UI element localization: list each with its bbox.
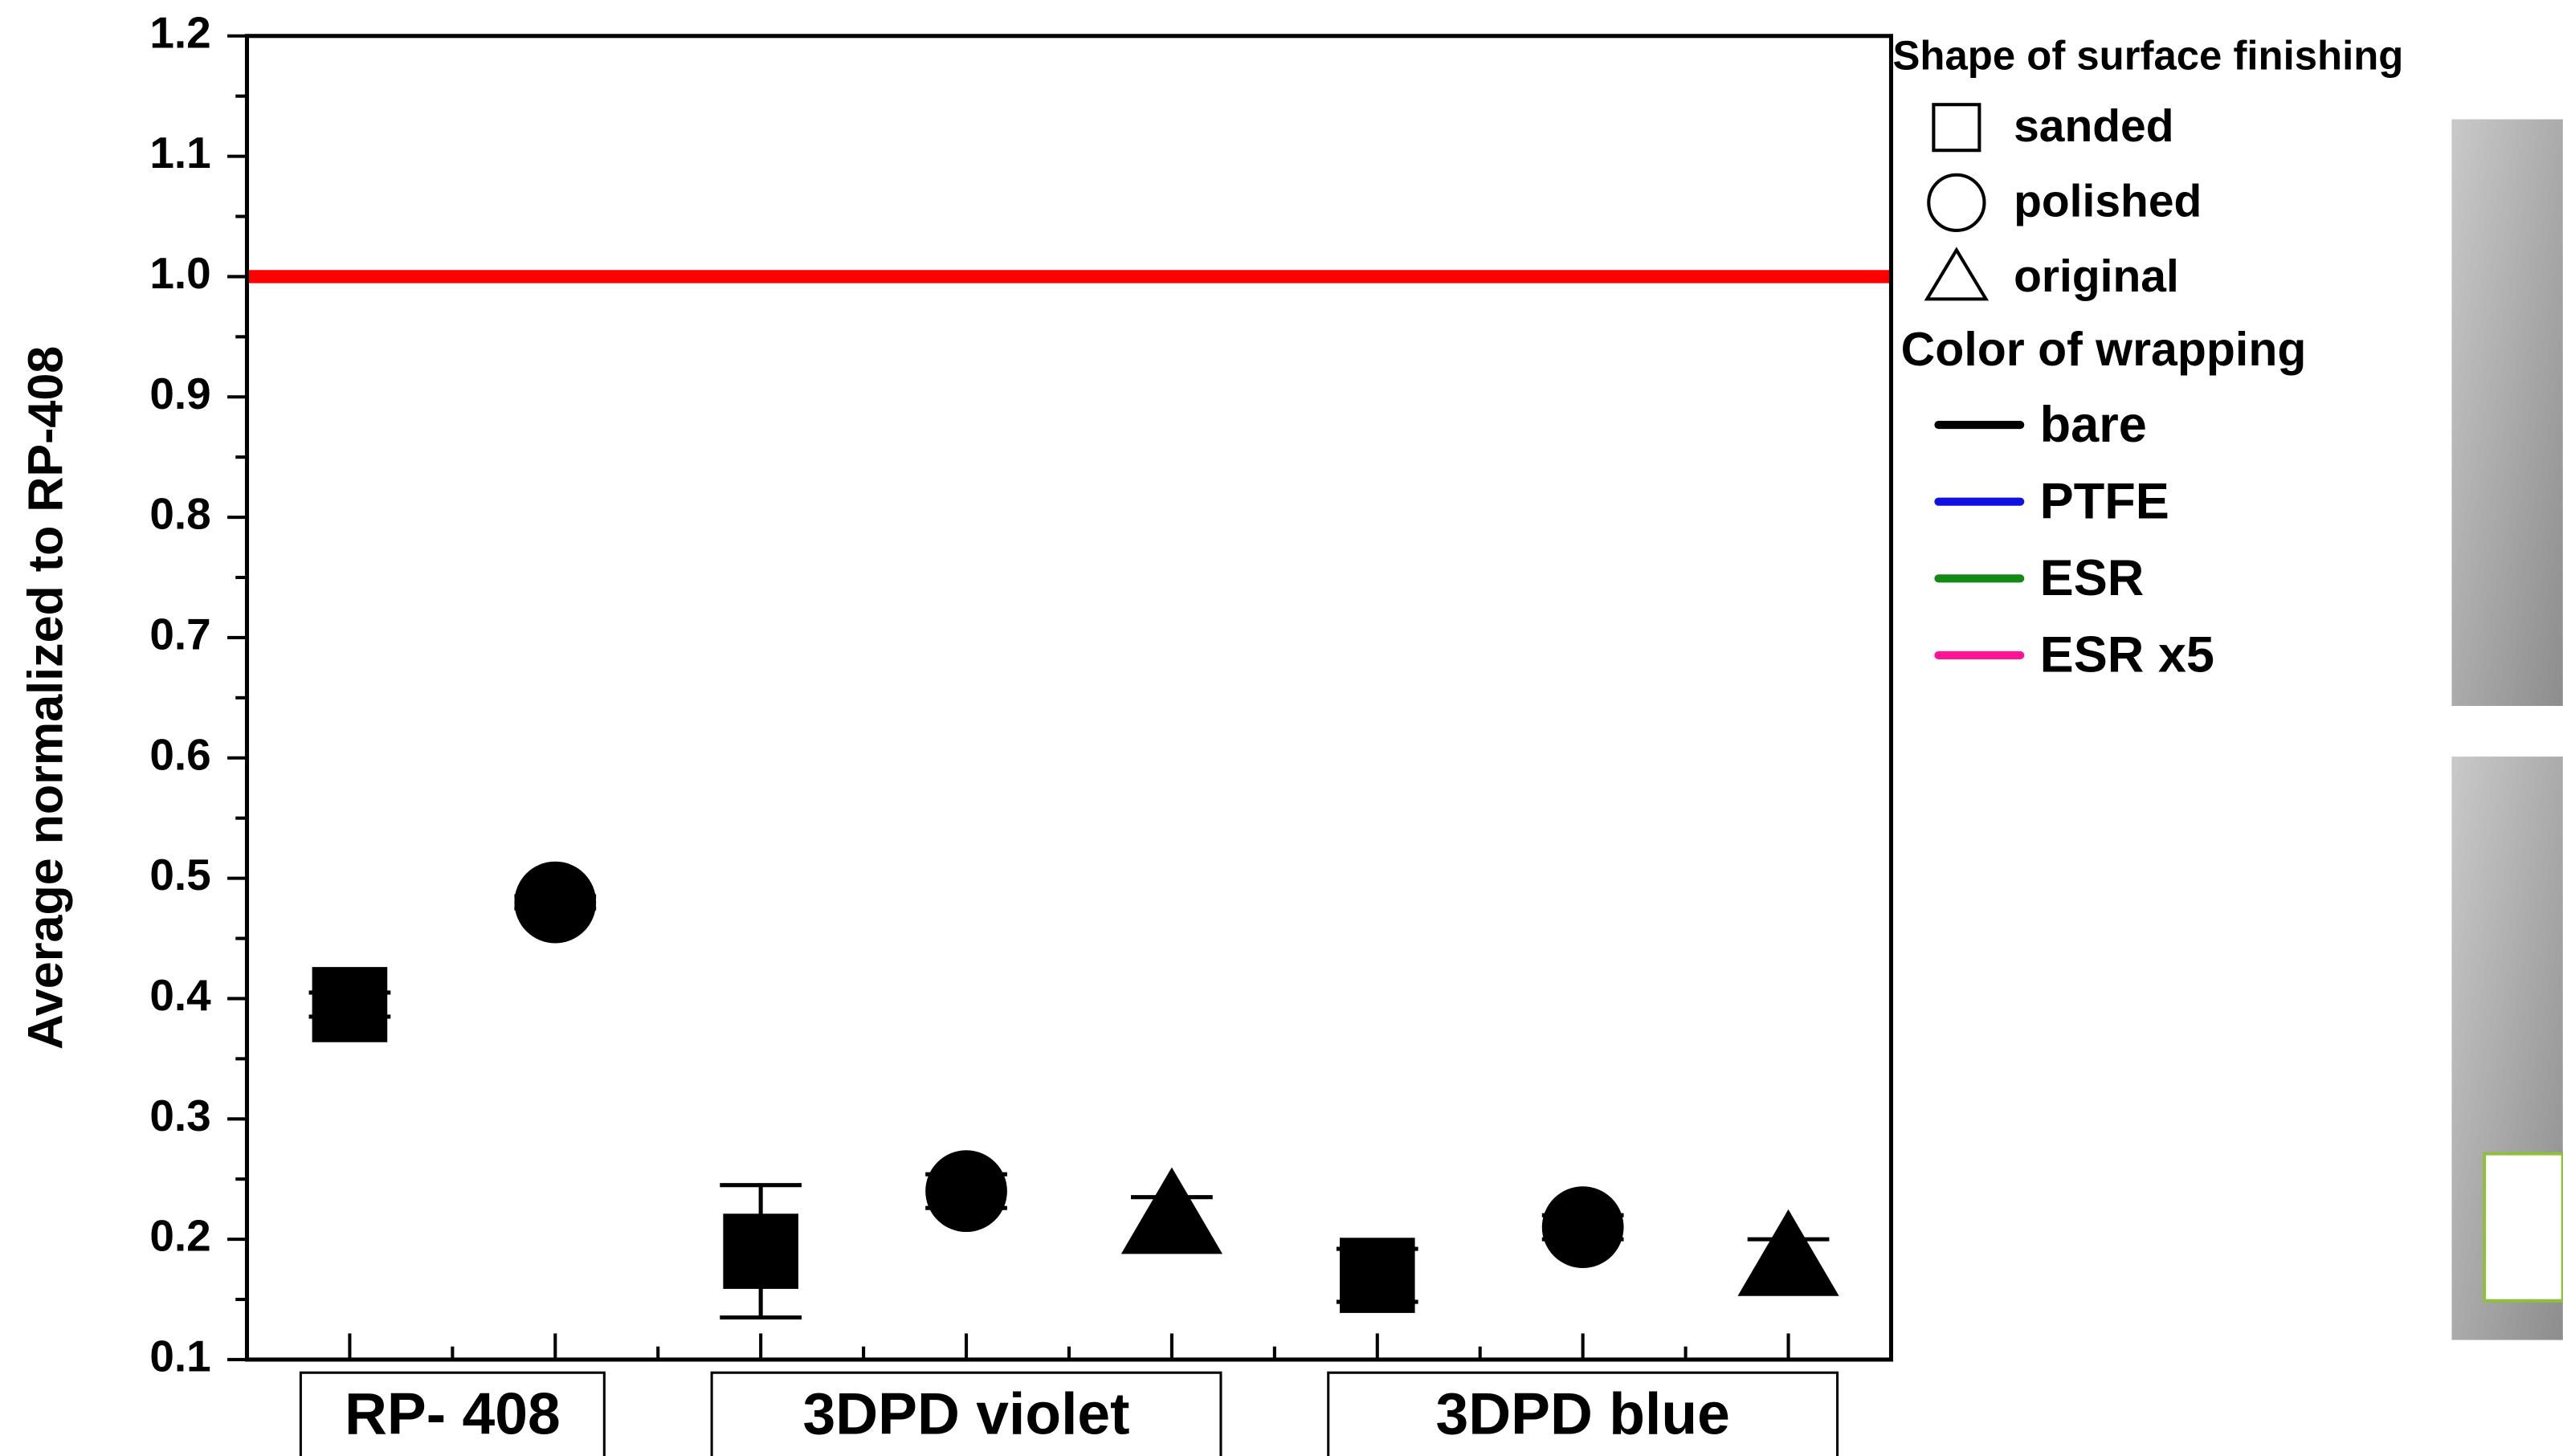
group-label: 3DPD blue	[1436, 1381, 1730, 1447]
y-tick-label: 0.1	[149, 1331, 210, 1381]
legend-marker	[1928, 175, 1984, 230]
data-point	[1737, 1209, 1839, 1296]
legend-label: original	[2014, 251, 2179, 302]
plot-frame	[247, 36, 1891, 1360]
group-label: 3DPD violet	[803, 1381, 1130, 1447]
y-tick-label: 0.6	[149, 729, 210, 779]
legend-label: polished	[2014, 175, 2202, 226]
data-point	[925, 1150, 1007, 1232]
legend-label: sanded	[2014, 100, 2173, 152]
legend-label: ESR	[2040, 550, 2145, 606]
page: {"chart_data":{"type":"scatter", "y_labe…	[0, 0, 2563, 1456]
y-tick-label: 0.3	[149, 1091, 210, 1140]
legend-title: Color of wrapping	[1901, 323, 2307, 376]
y-tick-label: 1.1	[149, 128, 210, 177]
data-point	[312, 967, 388, 1042]
legend-label: bare	[2040, 397, 2147, 453]
legend-label: ESR x5	[2040, 627, 2214, 683]
y-tick-label: 0.5	[149, 850, 210, 899]
photo	[2451, 120, 2562, 706]
legend-title: Shape of surface finishing	[1893, 33, 2404, 79]
data-point	[723, 1213, 798, 1289]
photo-inset	[2484, 1154, 2563, 1301]
y-tick-label: 0.2	[149, 1211, 210, 1261]
group-label: RP- 408	[345, 1381, 561, 1447]
legend-marker	[1933, 104, 1979, 150]
y-tick-label: 0.7	[149, 609, 210, 659]
y-axis-label: Average normalized to RP-408	[18, 346, 72, 1050]
legend-label: PTFE	[2040, 473, 2169, 529]
legend-marker	[1927, 250, 1986, 299]
chart: Average normalized to RP-408 Shape of su…	[0, 0, 2563, 1456]
y-tick-label: 0.9	[149, 369, 210, 418]
y-tick-label: 0.8	[149, 489, 210, 539]
y-tick-label: 1.2	[149, 7, 210, 57]
y-tick-label: 0.4	[149, 970, 211, 1020]
data-point	[514, 862, 596, 944]
data-point	[1121, 1167, 1222, 1254]
y-tick-label: 1.0	[149, 248, 210, 298]
data-point	[1542, 1186, 1624, 1268]
data-point	[1340, 1238, 1415, 1313]
